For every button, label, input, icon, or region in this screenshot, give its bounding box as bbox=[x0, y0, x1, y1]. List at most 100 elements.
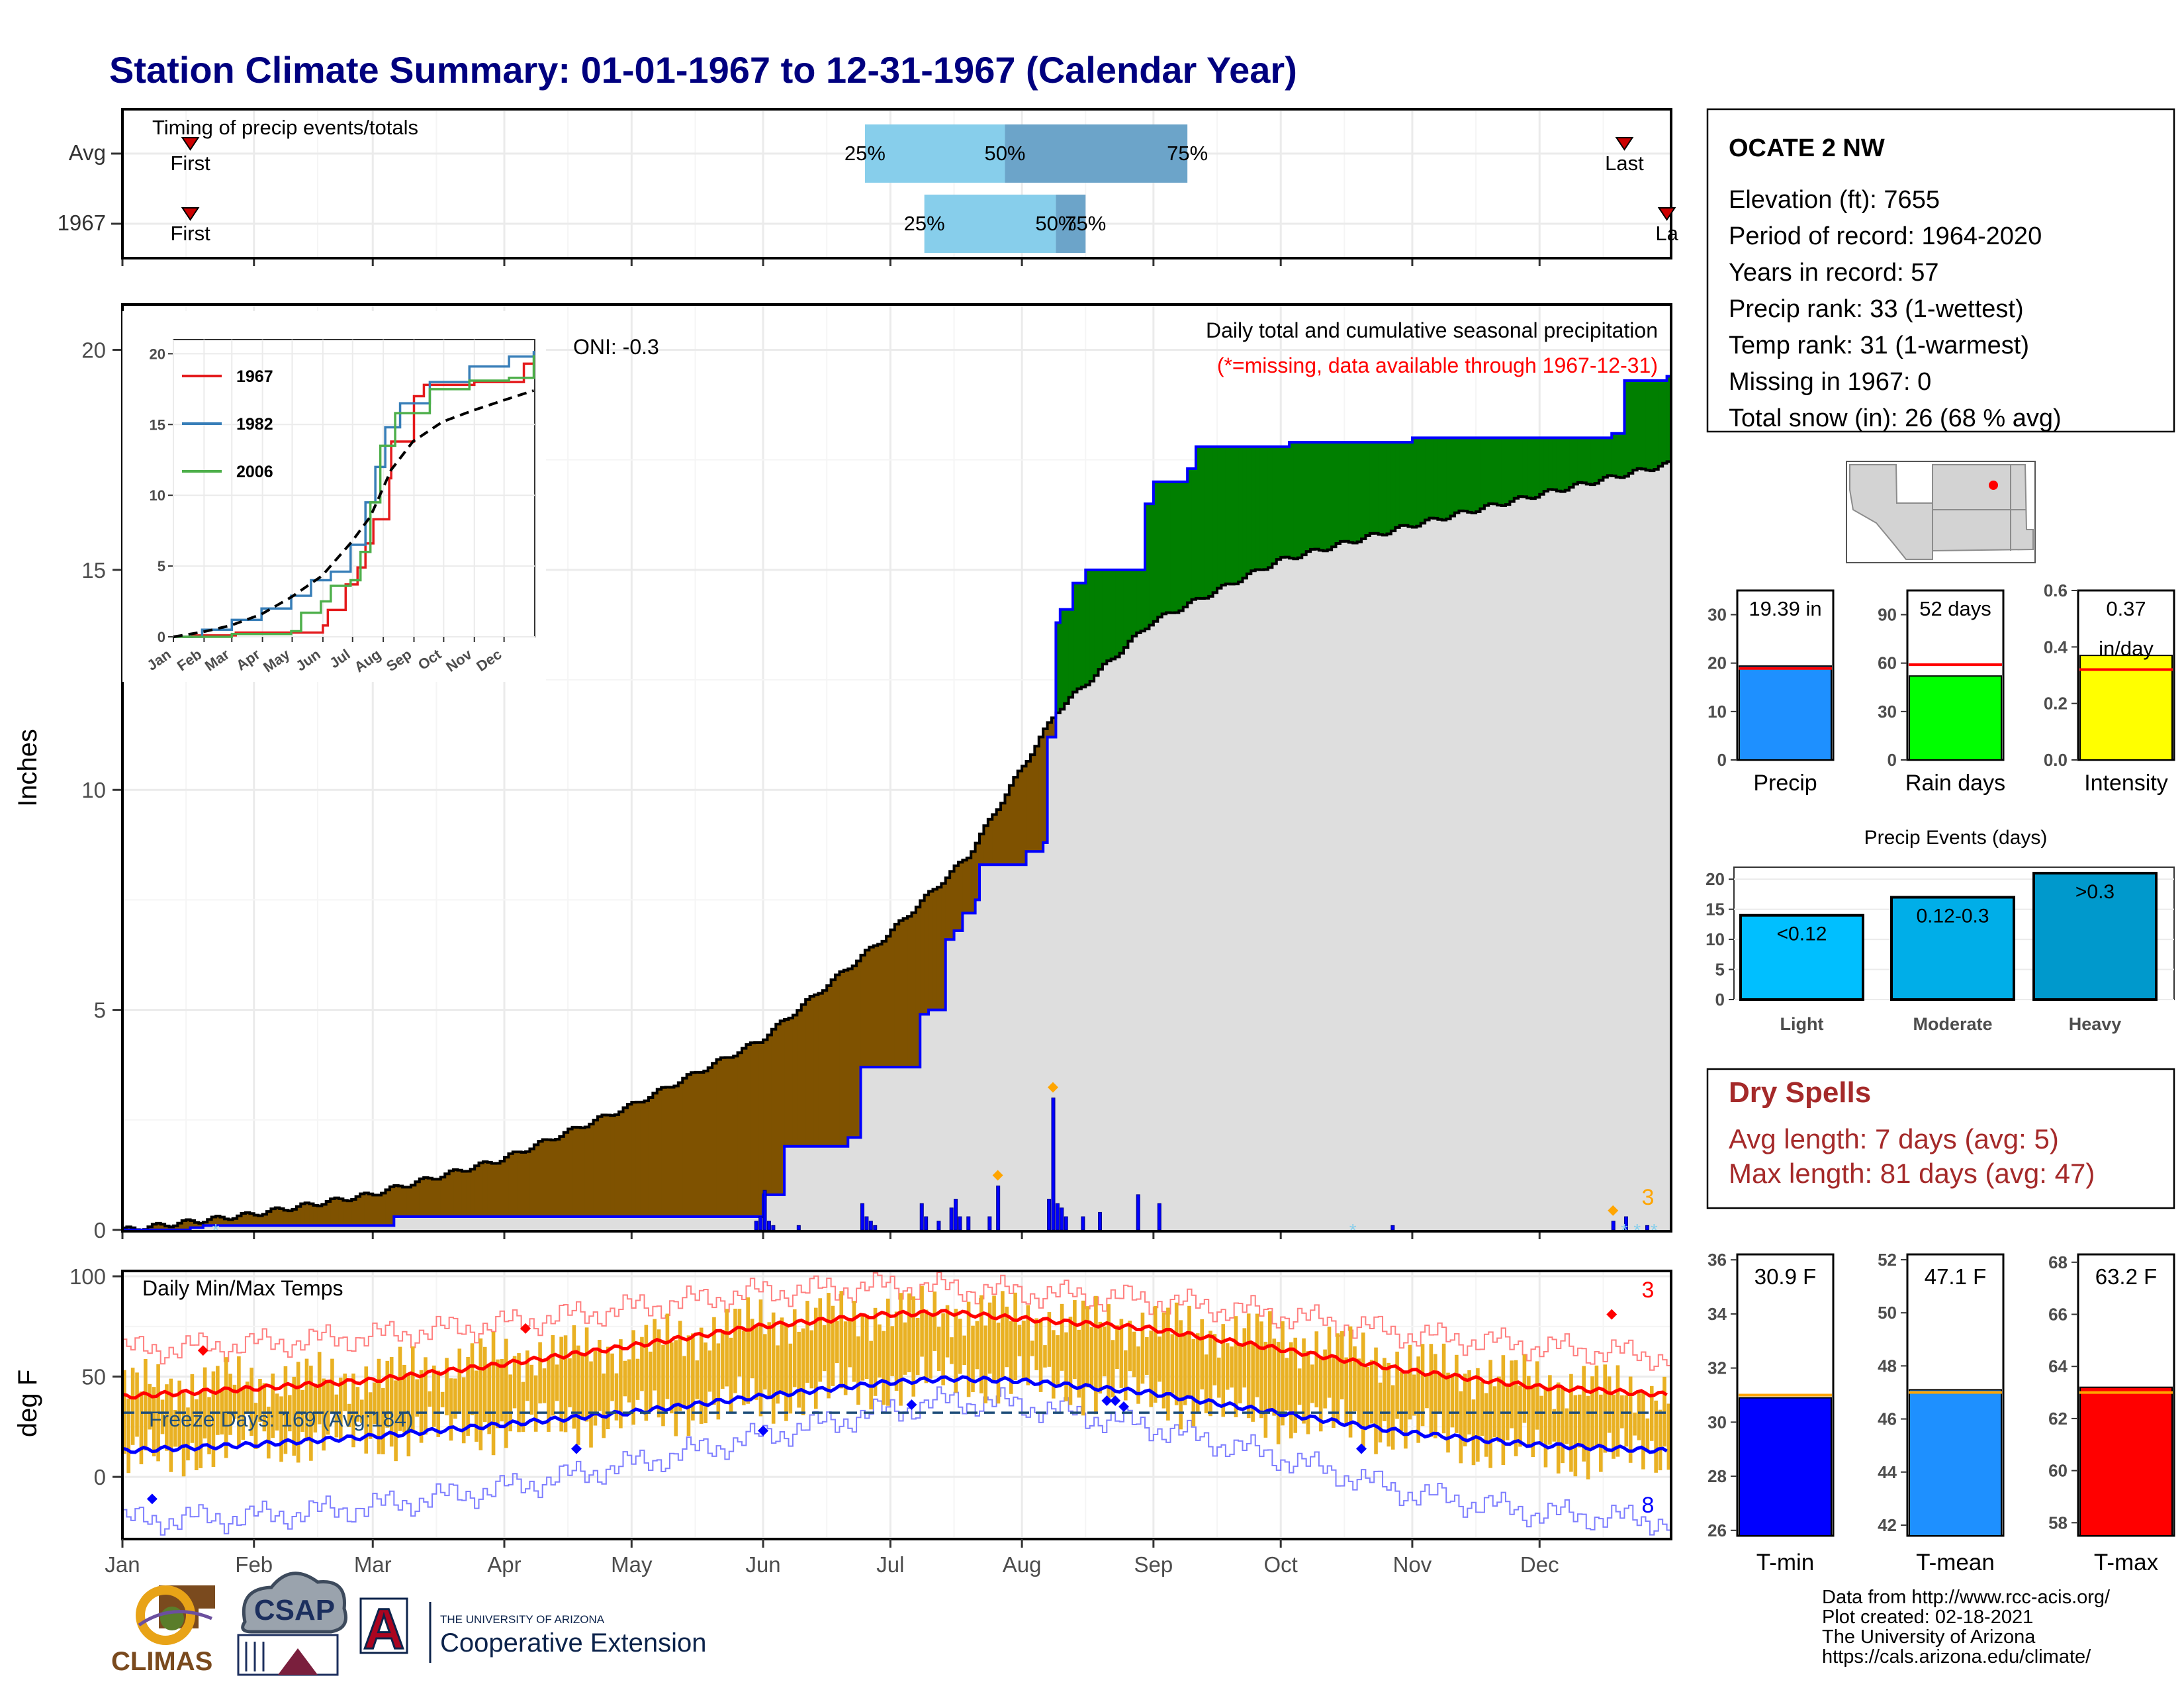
inset-legend-label: 1982 bbox=[236, 415, 273, 434]
daily-temp-bar bbox=[1306, 1351, 1310, 1434]
daily-temp-bar bbox=[665, 1313, 670, 1399]
daily-temp-bar bbox=[915, 1318, 920, 1376]
deficit-area bbox=[971, 851, 976, 914]
location-map bbox=[1846, 461, 2036, 563]
daily-precip-bar bbox=[873, 1225, 878, 1231]
daily-precip-bar bbox=[1060, 1207, 1064, 1231]
deficit-area bbox=[461, 1171, 467, 1217]
daily-temp-bar bbox=[237, 1356, 241, 1446]
daily-precip-bar bbox=[1390, 1225, 1395, 1231]
daily-temp-bar bbox=[300, 1389, 304, 1432]
temp-bar-fill bbox=[2079, 1386, 2173, 1536]
daily-precip-bar bbox=[954, 1198, 958, 1231]
daily-temp-bar bbox=[304, 1358, 309, 1442]
surplus-area bbox=[1115, 569, 1120, 657]
temp-bar-ytick-label: 50 bbox=[1878, 1303, 1897, 1323]
daily-temp-bar bbox=[725, 1309, 729, 1387]
deficit-area bbox=[525, 1151, 531, 1217]
daily-temp-bar bbox=[1408, 1344, 1412, 1420]
daily-precip-bar bbox=[996, 1186, 1001, 1231]
daily-temp-bar bbox=[1026, 1305, 1030, 1385]
summary-bar-label: Precip bbox=[1753, 771, 1817, 796]
station-line-7: Total snow (in): 26 (68 % avg) bbox=[1729, 404, 2062, 432]
daily-precip-bar bbox=[766, 1221, 771, 1231]
inset-average-line bbox=[173, 389, 535, 638]
daily-temp-bar bbox=[1238, 1345, 1242, 1404]
month-label: Nov bbox=[1393, 1552, 1432, 1577]
deficit-area bbox=[377, 1195, 382, 1226]
month-label: Sep bbox=[1134, 1552, 1173, 1577]
timing-avg-label-75: 75% bbox=[1167, 142, 1208, 165]
daily-temp-bar bbox=[966, 1301, 971, 1397]
events-category-label: Light bbox=[1780, 1014, 1824, 1034]
surplus-area bbox=[1556, 438, 1561, 491]
daily-temp-bar bbox=[996, 1323, 1001, 1404]
deficit-area bbox=[478, 1162, 484, 1217]
daily-temp-bar bbox=[313, 1383, 318, 1433]
deficit-area bbox=[253, 1215, 259, 1226]
deficit-area bbox=[593, 1120, 598, 1217]
surplus-area bbox=[1425, 438, 1430, 520]
daily-temp-bar bbox=[1259, 1321, 1263, 1419]
deficit-area bbox=[792, 1015, 797, 1147]
record-low-marker bbox=[1118, 1401, 1129, 1413]
deficit-area bbox=[644, 1100, 649, 1217]
deficit-area bbox=[538, 1141, 543, 1217]
deficit-area bbox=[436, 1179, 441, 1217]
daily-temp-bar bbox=[1187, 1305, 1191, 1398]
deficit-area bbox=[598, 1116, 603, 1217]
record-low-marker bbox=[1356, 1443, 1367, 1454]
daily-precip-bar bbox=[936, 1221, 941, 1231]
daily-temp-bar bbox=[831, 1305, 835, 1386]
daily-temp-bar bbox=[398, 1346, 402, 1431]
daily-temp-bar bbox=[720, 1330, 725, 1389]
surplus-area bbox=[1306, 442, 1311, 552]
deficit-area bbox=[623, 1107, 628, 1217]
daily-temp-bar bbox=[1594, 1365, 1599, 1446]
precip-ytick-label: 10 bbox=[81, 778, 106, 802]
ua-small-text: THE UNIVERSITY OF ARIZONA bbox=[440, 1613, 605, 1626]
daily-temp-bar bbox=[402, 1364, 406, 1432]
daily-temp-bar bbox=[1179, 1320, 1183, 1430]
deficit-area bbox=[746, 1045, 751, 1217]
deficit-area bbox=[576, 1127, 581, 1217]
inset-legend-label: 2006 bbox=[236, 463, 273, 481]
daily-temp-bar bbox=[1094, 1295, 1098, 1415]
station-location-dot bbox=[1989, 481, 1998, 490]
events-bar-label: >0.3 bbox=[2075, 881, 2115, 903]
surplus-area bbox=[1492, 438, 1498, 504]
surplus-area bbox=[1467, 438, 1473, 512]
surplus-area bbox=[1263, 446, 1269, 570]
daily-temp-bar bbox=[1586, 1395, 1590, 1479]
deficit-area bbox=[670, 1087, 675, 1217]
daily-temp-bar bbox=[406, 1374, 411, 1457]
surplus-area bbox=[1437, 438, 1443, 520]
surplus-area bbox=[1174, 481, 1179, 613]
deficit-area bbox=[720, 1057, 725, 1217]
daily-temp-bar bbox=[445, 1358, 449, 1416]
surplus-area bbox=[1289, 442, 1295, 559]
timing-1967-last-marker bbox=[1657, 207, 1676, 221]
surplus-area bbox=[1145, 504, 1150, 630]
daily-temp-bar bbox=[695, 1360, 700, 1399]
record-low-marker bbox=[758, 1425, 769, 1436]
daily-temp-bar bbox=[525, 1350, 529, 1401]
surplus-area bbox=[1225, 446, 1230, 585]
daily-temp-bar bbox=[894, 1311, 899, 1391]
daily-temp-bar bbox=[394, 1380, 398, 1462]
daily-temp-bar bbox=[644, 1325, 649, 1421]
credit-line-4: https://cals.arizona.edu/climate/ bbox=[1822, 1646, 2091, 1667]
surplus-area bbox=[1383, 442, 1388, 536]
daily-temp-bar bbox=[941, 1313, 945, 1385]
daily-temp-bar bbox=[686, 1335, 691, 1436]
daily-temp-bar bbox=[1607, 1376, 1612, 1433]
daily-temp-bar bbox=[1336, 1333, 1340, 1422]
daily-temp-bar bbox=[1009, 1321, 1013, 1394]
daily-temp-bar bbox=[640, 1336, 644, 1391]
surplus-area bbox=[1518, 438, 1524, 497]
summary-bar-label: Rain days bbox=[1905, 771, 2005, 796]
deficit-area bbox=[466, 1171, 471, 1217]
deficit-area bbox=[979, 833, 985, 865]
daily-temp-bar bbox=[801, 1328, 805, 1415]
